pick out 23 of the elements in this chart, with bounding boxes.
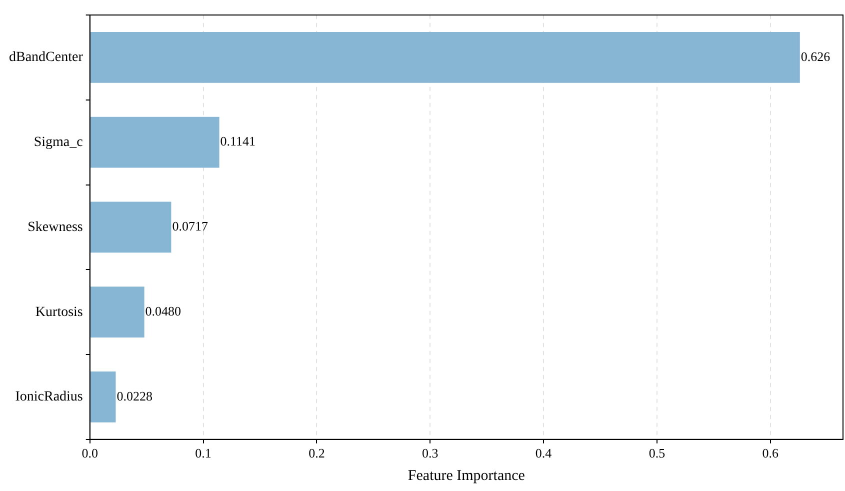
bar (90, 286, 144, 338)
bar (90, 32, 800, 83)
bar (90, 202, 172, 253)
x-tick-label: 0.6 (762, 446, 780, 461)
x-tick-label: 0.2 (308, 446, 325, 461)
x-tick-label: 0.3 (422, 446, 438, 461)
data-label: 0.0717 (172, 218, 208, 234)
y-tick-label: dBandCenter (8, 50, 84, 66)
x-axis-title: Feature Importance (408, 468, 526, 484)
y-tick-label: Sigma_c (34, 134, 83, 150)
x-tick-label: 0.5 (648, 446, 666, 461)
y-tick-label: Kurtosis (35, 304, 83, 320)
x-tick-label: 0.1 (195, 446, 212, 461)
bar (90, 371, 116, 422)
data-label: 0.0228 (116, 388, 152, 404)
data-label: 0.0480 (145, 304, 182, 318)
x-tick-label: 0.4 (535, 446, 552, 461)
y-tick-label: IonicRadius (15, 390, 83, 405)
data-label: 0.1141 (220, 134, 256, 149)
x-tick-label: 0.0 (82, 446, 98, 461)
y-tick-label: Skewness (28, 220, 83, 235)
bar (90, 116, 220, 168)
data-label: 0.626 (800, 48, 831, 64)
